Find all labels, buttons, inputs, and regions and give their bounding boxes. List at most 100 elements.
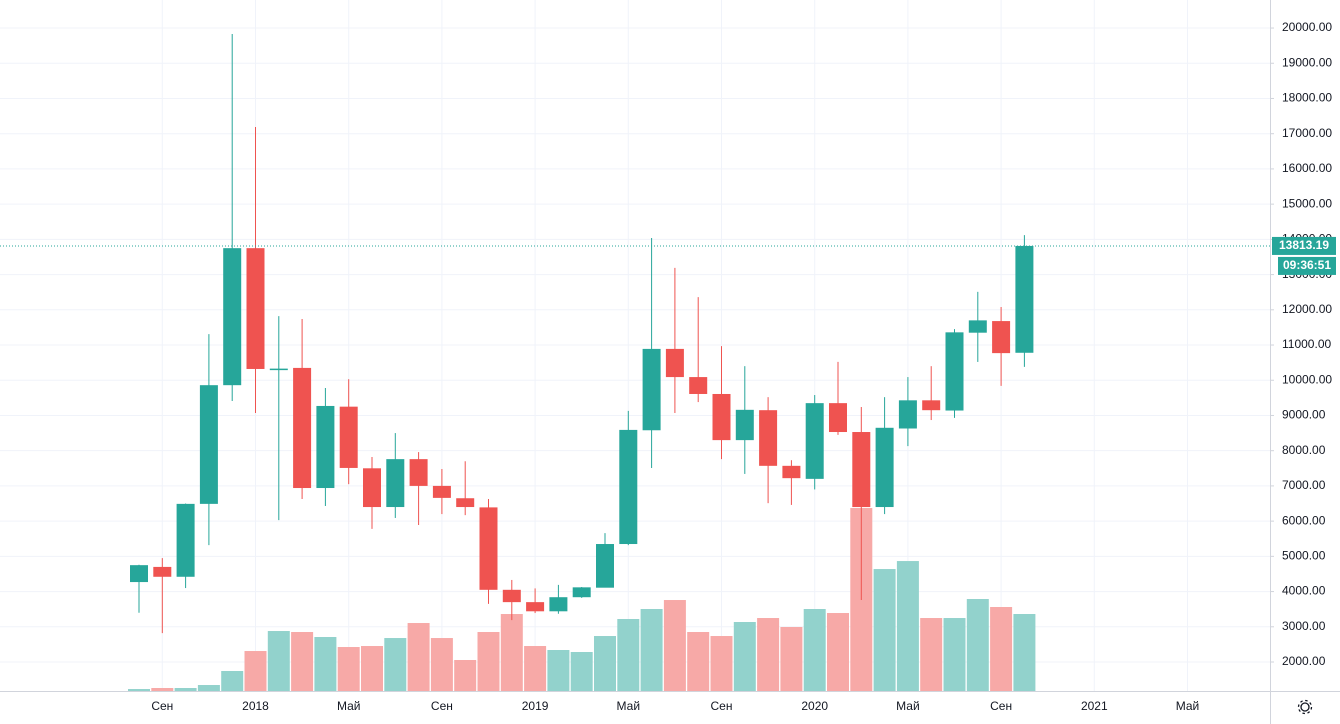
volume-bar <box>570 652 593 691</box>
candle-body <box>130 565 148 583</box>
candle-body <box>945 332 964 411</box>
volume-bar <box>873 569 896 691</box>
volume-bar <box>640 609 663 691</box>
candle-body <box>782 465 801 479</box>
volume-bar <box>291 632 314 691</box>
y-tick-label: 3000.00 <box>1282 619 1326 633</box>
volume-bar <box>547 650 570 691</box>
y-tick-label: 6000.00 <box>1282 513 1326 527</box>
candle-body <box>968 320 987 333</box>
gear-center <box>1300 702 1310 712</box>
x-tick-label: 2021 <box>1081 699 1108 713</box>
candle-body <box>502 589 521 603</box>
axes: 2000.00 3000.00 4000.00 5000.00 6000.00 7000.… <box>151 20 1336 713</box>
candle-body <box>409 459 428 486</box>
volume-bar <box>477 632 500 691</box>
x-tick-label: Сен <box>431 699 453 713</box>
y-tick-label: 2000.00 <box>1282 654 1326 668</box>
volume-bar <box>174 688 197 691</box>
volume-bar <box>617 619 640 691</box>
volume-bar <box>500 614 523 691</box>
volume-bar <box>407 623 430 691</box>
volume-layer <box>128 508 1036 691</box>
countdown-box <box>1278 256 1336 275</box>
candle-body <box>852 432 871 508</box>
candle-body <box>805 403 824 479</box>
last-price-box <box>1272 236 1336 255</box>
candle-body <box>642 348 661 431</box>
y-tick-label: 7000.00 <box>1282 478 1326 492</box>
volume-bar <box>221 670 244 691</box>
y-tick-label: 20000.00 <box>1282 20 1332 34</box>
candle-body <box>689 377 708 394</box>
volume-bar <box>384 638 407 691</box>
candle-body <box>549 597 568 612</box>
candle-body <box>526 602 545 612</box>
volume-bar <box>780 627 803 691</box>
volume-bar <box>757 618 780 691</box>
candle-body <box>386 459 405 508</box>
candle-body <box>619 429 638 545</box>
volume-bar <box>267 631 290 691</box>
volume-bar <box>337 647 360 691</box>
candle-body <box>898 400 917 429</box>
candle-body <box>759 410 778 466</box>
countdown-label: 09:36:51 <box>1283 258 1331 272</box>
candle-body <box>735 409 754 441</box>
y-tick-label: 16000.00 <box>1282 161 1332 175</box>
volume-bar <box>197 685 220 691</box>
candle-body <box>1015 245 1034 353</box>
x-tick-label: 2020 <box>801 699 828 713</box>
candle-body <box>665 348 684 378</box>
x-tick-label: 2018 <box>242 699 269 713</box>
volume-bar <box>943 618 966 691</box>
settings-icon[interactable] <box>1297 699 1313 715</box>
candle-body <box>199 385 218 504</box>
candle-body <box>456 498 475 508</box>
volume-bar <box>663 600 686 691</box>
volume-bar <box>896 561 919 691</box>
y-tick-label: 4000.00 <box>1282 584 1326 598</box>
volume-bar <box>128 689 150 691</box>
volume-bar <box>314 637 337 691</box>
volume-bar <box>920 618 943 691</box>
volume-bar <box>710 636 733 691</box>
candle-body <box>269 368 288 371</box>
candle-body <box>363 468 381 508</box>
candle-body <box>246 248 265 369</box>
volume-bar <box>687 632 710 691</box>
x-tick-label: Май <box>617 699 641 713</box>
candle-body <box>176 503 195 577</box>
volume-bar <box>524 646 547 691</box>
y-tick-label: 10000.00 <box>1282 372 1332 386</box>
candle-body <box>339 406 358 468</box>
y-tick-label: 9000.00 <box>1282 408 1326 422</box>
candle-body <box>223 248 242 386</box>
volume-bar <box>733 622 756 691</box>
candle-body <box>992 321 1011 354</box>
x-tick-label: Май <box>896 699 920 713</box>
candle-body <box>922 400 941 411</box>
volume-bar <box>151 688 174 691</box>
y-tick-label: 18000.00 <box>1282 91 1332 105</box>
candle-body <box>875 427 894 508</box>
candle-body <box>596 544 614 588</box>
x-tick-label: Май <box>337 699 361 713</box>
y-tick-label: 19000.00 <box>1282 55 1332 69</box>
y-tick-label: 11000.00 <box>1282 337 1331 351</box>
candle-body <box>712 393 731 441</box>
candle-body <box>479 507 498 590</box>
volume-bar <box>244 651 267 691</box>
candle-layer <box>0 34 1270 634</box>
volume-bar <box>430 638 453 691</box>
x-tick-label: Сен <box>711 699 733 713</box>
last-price-label: 13813.19 <box>1279 238 1329 252</box>
candle-body <box>153 566 172 577</box>
y-tick-label: 12000.00 <box>1282 302 1332 316</box>
candle-body <box>316 405 335 489</box>
volume-bar <box>594 636 616 691</box>
volume-bar <box>454 660 477 691</box>
y-tick-label: 17000.00 <box>1282 126 1332 140</box>
x-tick-label: Сен <box>990 699 1012 713</box>
